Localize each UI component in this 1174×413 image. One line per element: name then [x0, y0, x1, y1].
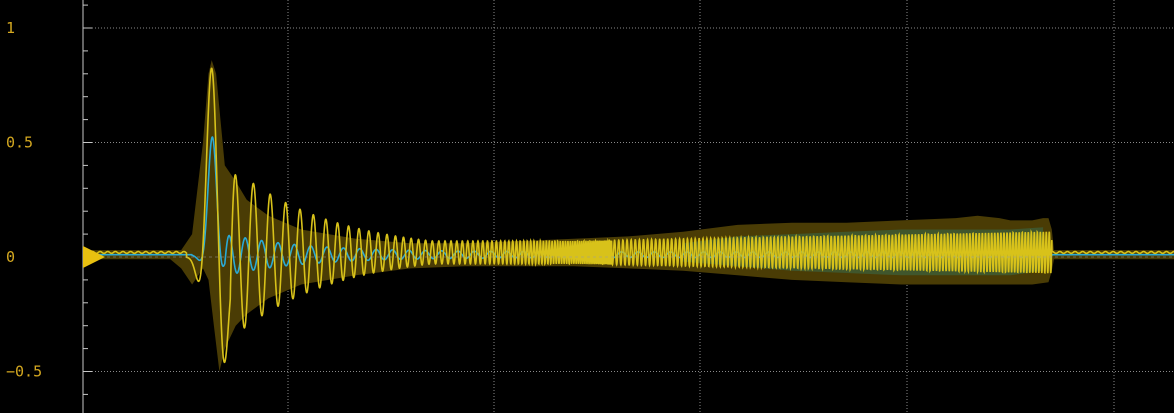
- y-tick-labels: 1 0.5 0 −0.5: [6, 19, 42, 381]
- y-tick-label: 0: [6, 248, 15, 266]
- trigger-level-marker[interactable]: [83, 246, 105, 268]
- ch1-envelope: [83, 60, 1174, 372]
- y-tick-label: 0.5: [6, 134, 33, 152]
- y-axis: [82, 0, 92, 413]
- y-tick-label: 1: [6, 19, 15, 37]
- traces: [82, 67, 1174, 364]
- ch1-trace: [82, 67, 1174, 364]
- ch1-envelope-band: [83, 60, 1174, 372]
- trigger-marker: [83, 246, 105, 268]
- y-tick-label: −0.5: [6, 363, 42, 381]
